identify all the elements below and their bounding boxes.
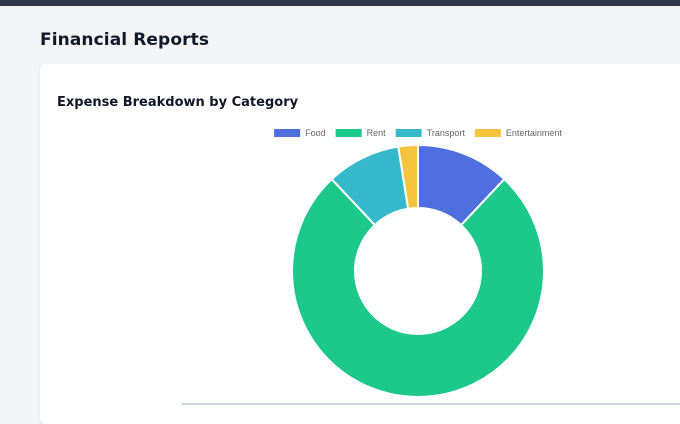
slice-entertainment[interactable]	[397, 143, 419, 210]
doughnut-chart: Food Rent Transport Entertainment	[274, 128, 562, 398]
top-bar	[0, 0, 680, 6]
legend-label-transport: Transport	[427, 128, 466, 138]
legend-swatch-rent	[335, 129, 362, 137]
legend-swatch-food	[274, 129, 301, 137]
legend-label-food: Food	[305, 128, 326, 138]
legend-item-food[interactable]: Food	[274, 128, 326, 138]
legend-swatch-entertainment	[474, 129, 501, 137]
page-title: Financial Reports	[40, 30, 210, 50]
slice-rent[interactable]	[291, 177, 545, 398]
legend-item-transport[interactable]: Transport	[395, 128, 466, 138]
chart-title: Expense Breakdown by Category	[57, 95, 299, 110]
legend-label-entertainment: Entertainment	[506, 128, 563, 138]
chart-slices	[291, 143, 545, 398]
chart-legend: Food Rent Transport Entertainment	[274, 128, 562, 138]
legend-swatch-transport	[395, 129, 422, 137]
legend-label-rent: Rent	[367, 128, 387, 138]
legend-item-entertainment[interactable]: Entertainment	[474, 128, 563, 138]
bottom-divider	[182, 403, 680, 405]
legend-item-rent[interactable]: Rent	[335, 128, 387, 138]
